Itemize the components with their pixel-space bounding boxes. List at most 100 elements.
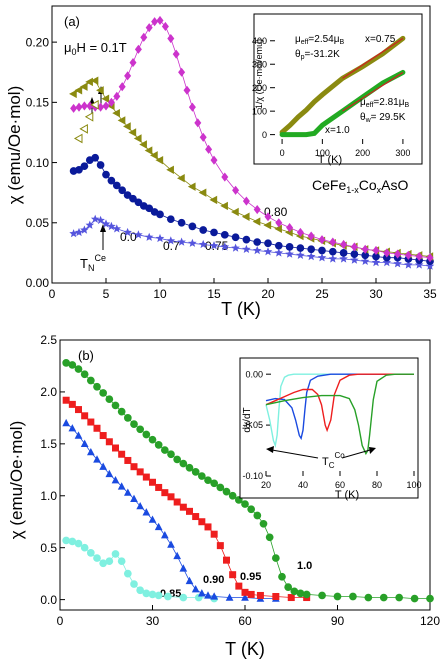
panel-b-ylabel: χ (emu/Oe·mol) — [7, 421, 26, 540]
a-point-0.80 — [372, 245, 380, 256]
b-point-0.85 — [142, 589, 151, 598]
tn-arrowhead — [100, 224, 106, 232]
a-point-0.75 — [187, 182, 196, 191]
b-point-0.95 — [167, 493, 175, 501]
b-ytick-label: 2.0 — [40, 385, 57, 399]
b-point-0.90 — [123, 488, 132, 496]
a-point-0.75 — [252, 217, 261, 226]
a-point-0.80 — [151, 17, 159, 27]
b-point-0.85 — [130, 580, 138, 588]
a-point-0.0 — [112, 224, 122, 233]
inset-a-ann-bot-2: θw= 29.5K — [360, 112, 406, 124]
inset-b-xtick-label: 20 — [261, 480, 271, 490]
a-point-0.80 — [183, 85, 191, 95]
b-point-1.0 — [210, 479, 219, 488]
b-point-0.95 — [186, 507, 193, 515]
a-point-0.0 — [166, 236, 176, 245]
a-point-0.75 — [177, 174, 185, 183]
b-point-1.0 — [349, 592, 357, 601]
a-point-0.75 — [241, 212, 250, 221]
a-point-0.7 — [96, 161, 105, 169]
a-point-0.7 — [156, 210, 164, 219]
inset-a-xtick-label: 300 — [395, 148, 410, 158]
b-point-0.95 — [130, 463, 138, 471]
a-point-0.0 — [285, 249, 294, 258]
a-point-0.75 — [231, 207, 239, 217]
a-point-0.80 — [205, 144, 213, 154]
b-point-1.0 — [296, 589, 305, 598]
b-point-1.0 — [99, 389, 108, 397]
a-point-zfc — [90, 99, 99, 110]
panel-a-xlabel: T (K) — [221, 299, 261, 319]
a-point-0.7 — [318, 246, 326, 255]
a-point-0.7 — [382, 253, 391, 262]
b-point-0.95 — [229, 571, 237, 579]
a-point-0.80 — [199, 132, 207, 142]
panel-b-xlabel: T (K) — [225, 639, 265, 659]
b-point-1.0 — [86, 376, 95, 385]
b-ytick-label: 0.5 — [40, 541, 57, 555]
b-point-0.90 — [93, 455, 101, 463]
b-point-0.85 — [164, 592, 172, 601]
a-point-0.80 — [426, 253, 434, 263]
a-point-zfc — [79, 123, 88, 134]
b-point-0.95 — [216, 542, 224, 550]
series-label-b-2: 0.95 — [240, 571, 261, 583]
a-point-0.80 — [286, 223, 294, 233]
b-point-1.0 — [290, 587, 299, 596]
a-xtick-label: 10 — [153, 287, 167, 301]
a-point-0.80 — [80, 101, 88, 111]
a-point-0.7 — [361, 251, 370, 260]
b-point-0.95 — [75, 406, 82, 414]
a-point-0.75 — [150, 151, 158, 160]
a-point-0.75 — [133, 134, 142, 143]
b-point-1.0 — [123, 414, 132, 422]
b-point-1.0 — [191, 468, 200, 476]
b-point-1.0 — [410, 594, 419, 603]
inset-a-ytick-label: 200 — [252, 83, 267, 93]
b-point-0.85 — [68, 537, 77, 546]
a-point-0.7 — [253, 238, 262, 246]
panel-a-frame — [51, 5, 431, 284]
a-xtick-label: 30 — [369, 287, 383, 301]
b-point-1.0 — [62, 358, 71, 367]
b-point-0.90 — [74, 431, 83, 439]
b-point-1.0 — [318, 591, 326, 600]
a-point-0.75 — [198, 188, 207, 197]
a-point-zfc — [73, 133, 83, 144]
a-point-0.80 — [129, 58, 137, 68]
a-point-0.80 — [350, 242, 358, 252]
inset-a-ytick-label: 300 — [252, 59, 267, 69]
b-point-0.85 — [179, 593, 188, 602]
b-point-0.90 — [111, 475, 120, 484]
a-point-0.0 — [296, 250, 305, 259]
b-point-0.95 — [198, 518, 206, 526]
a-point-0.7 — [231, 233, 240, 242]
a-point-0.75 — [166, 165, 174, 174]
a-point-0.0 — [155, 233, 165, 243]
a-point-0.0 — [339, 254, 348, 263]
a-point-0.80 — [172, 49, 180, 59]
b-point-0.90 — [80, 439, 89, 447]
a-point-0.7 — [75, 165, 83, 174]
a-point-0.7 — [372, 252, 380, 261]
inset-a-ylabel: 1/χ (Oe·mol/emu) — [254, 39, 264, 109]
a-point-0.80 — [140, 32, 148, 42]
a-point-0.0 — [198, 239, 208, 249]
b-point-0.95 — [142, 473, 150, 481]
a-point-0.7 — [188, 222, 197, 231]
b-point-1.0 — [74, 365, 83, 373]
inset-a-ytick-label: 100 — [252, 106, 267, 116]
b-point-0.95 — [161, 489, 169, 497]
tc-arrowhead-right — [369, 447, 376, 454]
a-point-0.80 — [307, 231, 315, 241]
a-point-0.7 — [134, 198, 143, 207]
tc-arrow-right — [341, 449, 371, 459]
a-point-0.80 — [210, 155, 218, 165]
b-point-0.85 — [136, 586, 145, 595]
a-point-0.7 — [296, 244, 305, 252]
b-point-0.85 — [93, 554, 101, 562]
a-point-0.0 — [404, 260, 413, 269]
b-point-0.95 — [223, 556, 230, 564]
b-point-0.95 — [241, 588, 249, 596]
